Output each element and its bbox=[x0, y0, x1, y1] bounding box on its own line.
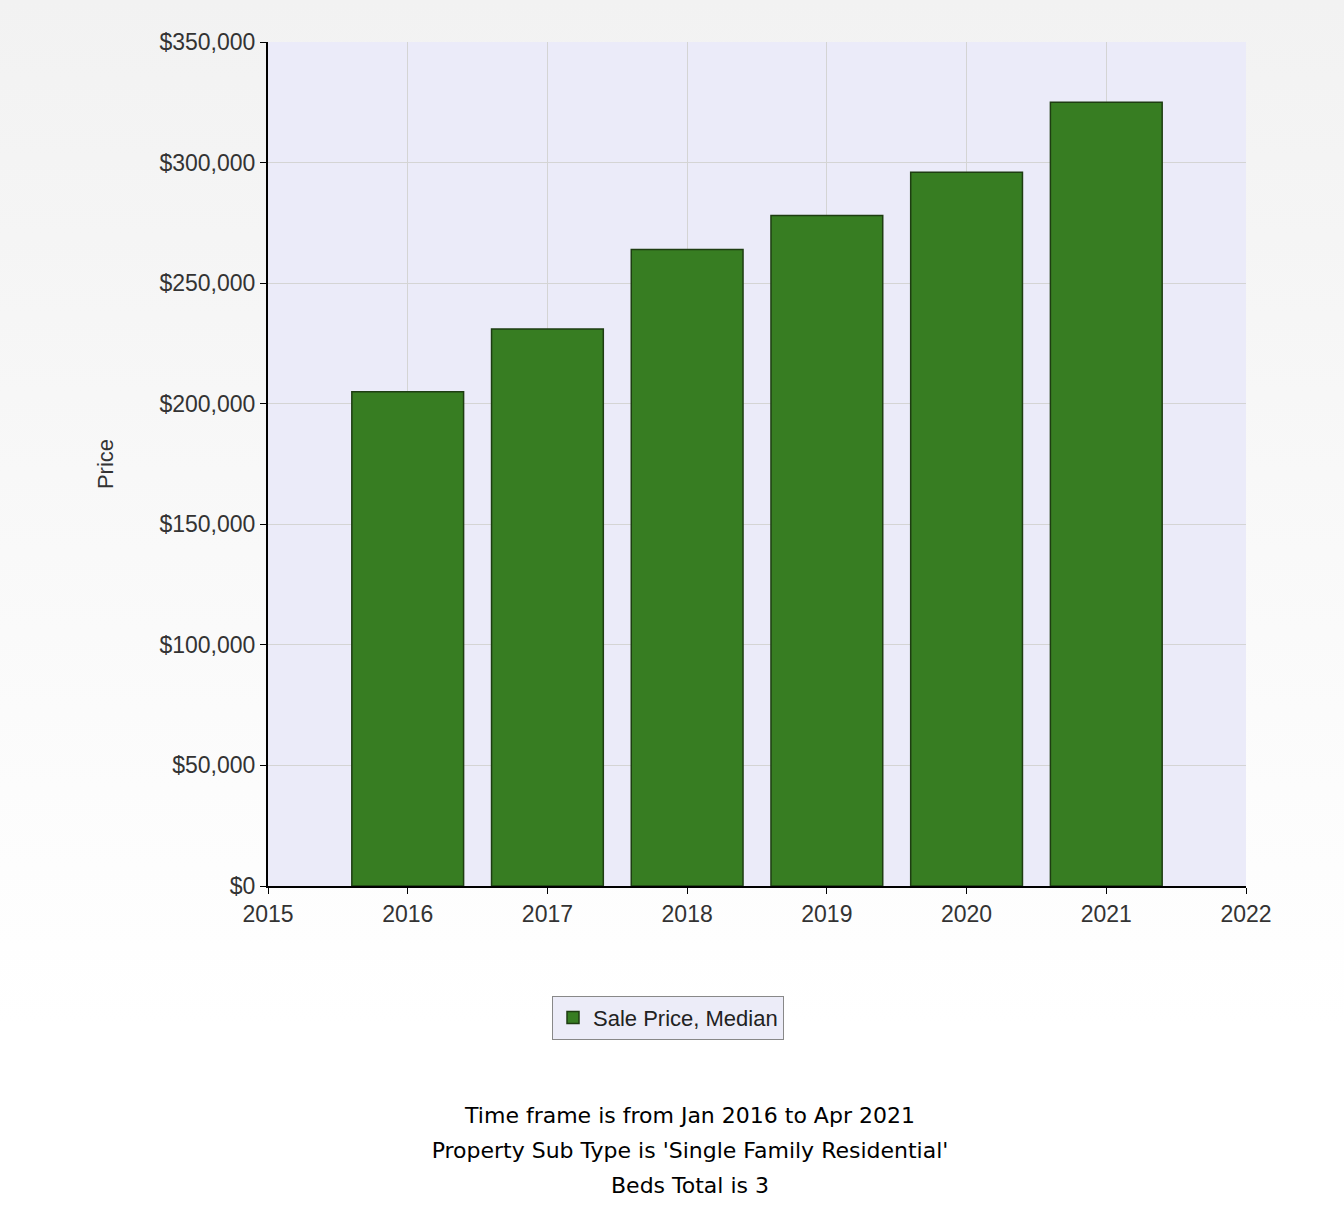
svg-text:$50,000: $50,000 bbox=[172, 752, 255, 778]
html-text:Property Sub Type is 'Single F: Property Sub Type is 'Single Family Resi… bbox=[431, 1138, 949, 1163]
svg-text:2020: 2020 bbox=[941, 901, 992, 927]
svg-text:$350,000: $350,000 bbox=[159, 29, 255, 55]
svg-text:2019: 2019 bbox=[801, 901, 852, 927]
html-text:Beds Total is 3: Beds Total is 3 bbox=[611, 1173, 769, 1198]
svg-text:$200,000: $200,000 bbox=[159, 391, 255, 417]
svg-text:2018: 2018 bbox=[662, 901, 713, 927]
svg-text:2016: 2016 bbox=[382, 901, 433, 927]
svg-text:$150,000: $150,000 bbox=[159, 511, 255, 537]
svg-text:Price: Price bbox=[93, 439, 118, 489]
svg-text:$0: $0 bbox=[230, 873, 256, 899]
svg-text:2015: 2015 bbox=[242, 901, 293, 927]
svg-text:2017: 2017 bbox=[522, 901, 573, 927]
html-text:Time frame is from Jan 2016 to: Time frame is from Jan 2016 to Apr 2021 bbox=[465, 1103, 915, 1128]
svg-text:$250,000: $250,000 bbox=[159, 270, 255, 296]
svg-text:$300,000: $300,000 bbox=[159, 150, 255, 176]
svg-text:$100,000: $100,000 bbox=[159, 632, 255, 658]
svg-text:2021: 2021 bbox=[1081, 901, 1132, 927]
svg-text:Sale Price, Median: Sale Price, Median bbox=[593, 1006, 778, 1031]
svg-text:2022: 2022 bbox=[1220, 901, 1271, 927]
